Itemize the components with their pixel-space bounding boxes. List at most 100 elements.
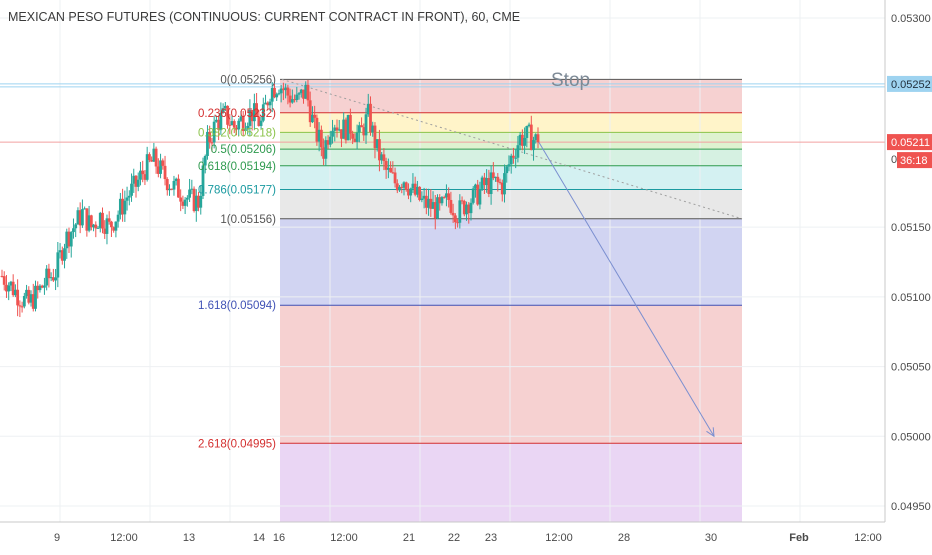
candle[interactable] [279,85,283,103]
candle[interactable] [114,221,118,238]
candle[interactable] [183,197,187,215]
candle[interactable] [156,158,160,178]
candle[interactable] [366,93,370,117]
candle[interactable] [335,119,339,138]
candle[interactable] [324,136,328,166]
candle[interactable] [31,283,35,312]
candle[interactable] [72,218,75,239]
candle[interactable] [438,194,442,211]
candle[interactable] [431,191,435,209]
candle[interactable] [413,176,417,197]
stop-annotation[interactable]: Stop [551,70,590,91]
candle[interactable] [520,129,524,151]
candle[interactable] [96,226,100,229]
candle[interactable] [534,133,538,144]
candle[interactable] [420,191,424,203]
candle[interactable] [362,123,366,141]
candle[interactable] [487,169,491,198]
candle[interactable] [163,155,167,186]
candle[interactable] [373,122,377,159]
candle[interactable] [201,157,205,200]
candle[interactable] [192,186,196,213]
candle[interactable] [445,184,448,207]
candle[interactable] [78,202,82,234]
candle[interactable] [402,181,406,196]
candle[interactable] [384,157,388,179]
candle[interactable] [230,115,234,126]
candle[interactable] [29,290,33,307]
candle[interactable] [505,165,509,183]
candle[interactable] [94,221,98,238]
candle[interactable] [261,97,265,123]
candle[interactable] [161,158,165,170]
candle[interactable] [148,152,151,163]
candle[interactable] [134,174,138,198]
candle[interactable] [63,243,66,269]
candle[interactable] [38,284,42,293]
candle[interactable] [391,161,395,174]
candle[interactable] [322,138,325,166]
projection-arrow[interactable] [537,140,715,437]
candle[interactable] [270,82,274,113]
candle[interactable] [467,202,471,224]
candle[interactable] [386,158,390,179]
candle[interactable] [22,292,26,309]
candle[interactable] [154,146,158,174]
candle[interactable] [512,147,515,164]
candle[interactable] [275,92,279,101]
candle[interactable] [509,153,513,174]
candle[interactable] [451,203,455,223]
candle[interactable] [471,186,475,205]
candle[interactable] [25,284,28,299]
candle[interactable] [136,172,140,192]
candle[interactable] [241,111,245,137]
candle[interactable] [346,114,350,141]
candle[interactable] [342,112,346,139]
candle[interactable] [317,122,321,152]
candle[interactable] [116,210,120,228]
candle[interactable] [246,122,250,135]
candle[interactable] [81,199,84,228]
candle[interactable] [54,268,57,291]
candle[interactable] [498,178,502,185]
candle[interactable] [427,188,430,216]
candle[interactable] [380,152,384,165]
candle[interactable] [76,207,80,225]
candle[interactable] [418,186,422,202]
candle[interactable] [518,131,522,151]
candle[interactable] [132,168,136,193]
candle[interactable] [375,139,379,152]
candle[interactable] [349,108,352,141]
candle[interactable] [331,119,334,144]
candle[interactable] [47,263,51,288]
candle[interactable] [344,117,348,144]
candle[interactable] [351,130,355,145]
candle[interactable] [360,117,363,128]
candle[interactable] [130,173,133,202]
candle[interactable] [107,211,111,225]
candle[interactable] [489,165,493,205]
candle[interactable] [496,173,500,192]
candle[interactable] [257,109,261,127]
candle[interactable] [476,179,480,206]
candle[interactable] [20,301,24,313]
candle[interactable] [500,179,504,202]
candle[interactable] [527,122,531,128]
candle[interactable] [150,156,154,162]
candle[interactable] [308,91,312,127]
candle[interactable] [315,114,319,146]
candle[interactable] [101,207,104,234]
candle[interactable] [304,81,308,100]
candle[interactable] [0,269,4,278]
candle[interactable] [105,214,109,245]
candle[interactable] [319,125,323,157]
candle[interactable] [185,195,189,207]
candle[interactable] [436,194,439,220]
candle[interactable] [139,161,142,186]
candle[interactable] [297,91,301,100]
candle[interactable] [286,84,290,105]
candle[interactable] [152,142,156,163]
candle[interactable] [177,174,180,198]
candle[interactable] [465,201,468,221]
